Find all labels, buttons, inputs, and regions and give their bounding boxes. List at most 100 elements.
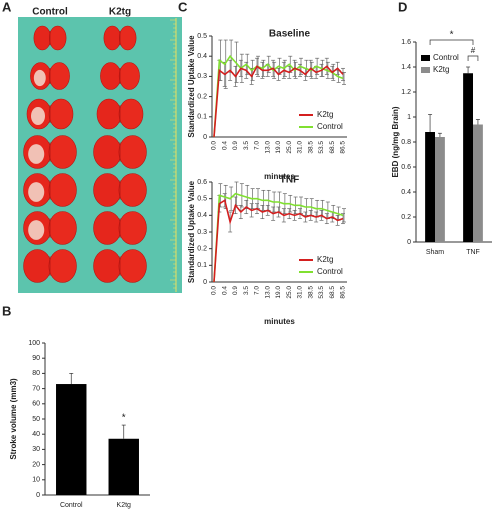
y-tick-label: 0.8 [401,139,411,146]
panel-label: D [398,0,407,14]
x-tick-label: 25.0 [286,286,293,299]
y-axis-label: Standardized Uptake Value [187,180,196,283]
x-tick-label: 0.4 [221,286,228,295]
y-axis-label: EBD (ng/mg Brain) [391,106,400,177]
y-tick-label: 40 [32,431,40,438]
brain-hemisphere [118,173,147,207]
y-axis-label: Stroke volume (mm3) [9,378,18,460]
brain-hemisphere [48,211,77,245]
x-tick-label: 68.5 [329,286,336,299]
brain-hemisphere [93,173,122,207]
x-tick-label: 7.0 [254,141,261,150]
brain-hemisphere [118,135,147,169]
x-tick-label: Control [60,502,83,509]
photo-column-label: Control [32,7,68,18]
bracket [467,55,479,61]
y-tick-label: 0.3 [197,73,207,80]
y-tick-label: 0.4 [401,189,411,196]
brain-hemisphere [23,249,52,283]
annotation: * [450,30,454,41]
photo-column-label: K2tg [109,7,131,18]
brain-hemisphere [118,211,147,245]
x-tick-label: 53.5 [318,286,325,299]
x-tick-label: 0.0 [211,286,218,295]
brain-hemisphere [48,62,70,90]
legend-label: K2tg [317,110,333,119]
y-tick-label: 0.5 [197,33,207,40]
brain-hemisphere [100,62,122,90]
chart-title: Baseline [269,29,311,40]
infarct [28,182,45,202]
x-tick-label: 38.5 [307,286,314,299]
panel-label: A [2,0,12,14]
x-tick-label: 7.0 [254,286,261,295]
x-tick-label: 3.5 [243,141,250,150]
y-tick-label: 0.1 [197,114,207,121]
x-tick-label: 68.5 [329,141,336,154]
y-tick-label: 0.6 [197,179,207,186]
brain-hemisphere [49,25,67,51]
y-tick-label: 90 [32,355,40,362]
panel-label: B [2,303,11,318]
x-tick-label: Sham [426,249,444,256]
infarct [31,107,45,125]
legend-swatch [421,55,430,61]
y-tick-label: 1.2 [401,89,411,96]
brain-hemisphere [93,135,122,169]
x-tick-label: 13.0 [264,141,271,154]
y-tick-label: 0.2 [197,246,207,253]
series-line [213,65,344,138]
legend-label: Control [317,267,343,276]
y-tick-label: 80 [32,370,40,377]
y-tick-label: 0.2 [401,214,411,221]
x-tick-label: 25.0 [286,141,293,154]
y-tick-label: 1 [407,114,411,121]
y-tick-label: 100 [28,340,40,347]
legend-swatch [421,67,430,73]
infarct [28,220,45,240]
series-line [213,192,344,283]
y-tick-label: 0.6 [401,164,411,171]
y-tick-label: 0 [36,492,40,499]
y-tick-label: 0.3 [197,229,207,236]
brain-hemisphere [118,98,144,130]
brain-slices [23,18,177,292]
bracket [429,39,474,45]
x-tick-label: 19.0 [275,286,282,299]
bar [473,124,483,242]
y-tick-label: 0 [407,239,411,246]
x-tick-label: 86.5 [340,286,347,299]
y-tick-label: 0.4 [197,212,207,219]
brain-hemisphere [103,25,122,51]
annotation: * [122,413,126,424]
brain-hemisphere [48,173,77,207]
brain-hemisphere [93,211,122,245]
y-tick-label: 1.6 [401,39,411,46]
legend-label: Control [433,53,459,62]
brain-hemisphere [48,249,77,283]
chart-title: TNF [280,175,299,186]
x-tick-label: 13.0 [264,286,271,299]
brain-hemisphere [118,249,147,283]
annotation: # [471,46,476,55]
y-tick-label: 60 [32,401,40,408]
x-tick-label: 86.5 [340,141,347,154]
x-axis-label: minutes [264,172,295,181]
bar [56,384,87,495]
legend-label: K2tg [317,255,333,264]
x-tick-label: 0.4 [221,141,228,150]
y-tick-label: 10 [32,477,40,484]
brain-hemisphere [33,25,52,51]
y-tick-label: 0.1 [197,262,207,269]
bar [435,137,445,242]
series-line [213,54,344,138]
brain-hemisphere [48,135,77,169]
x-tick-label: K2tg [117,502,132,509]
y-tick-label: 50 [32,416,40,423]
y-tick-label: 0 [203,279,207,286]
brain-hemisphere [118,62,140,90]
x-axis-label: minutes [264,317,295,326]
x-tick-label: 0.0 [211,141,218,150]
y-tick-label: 30 [32,446,40,453]
